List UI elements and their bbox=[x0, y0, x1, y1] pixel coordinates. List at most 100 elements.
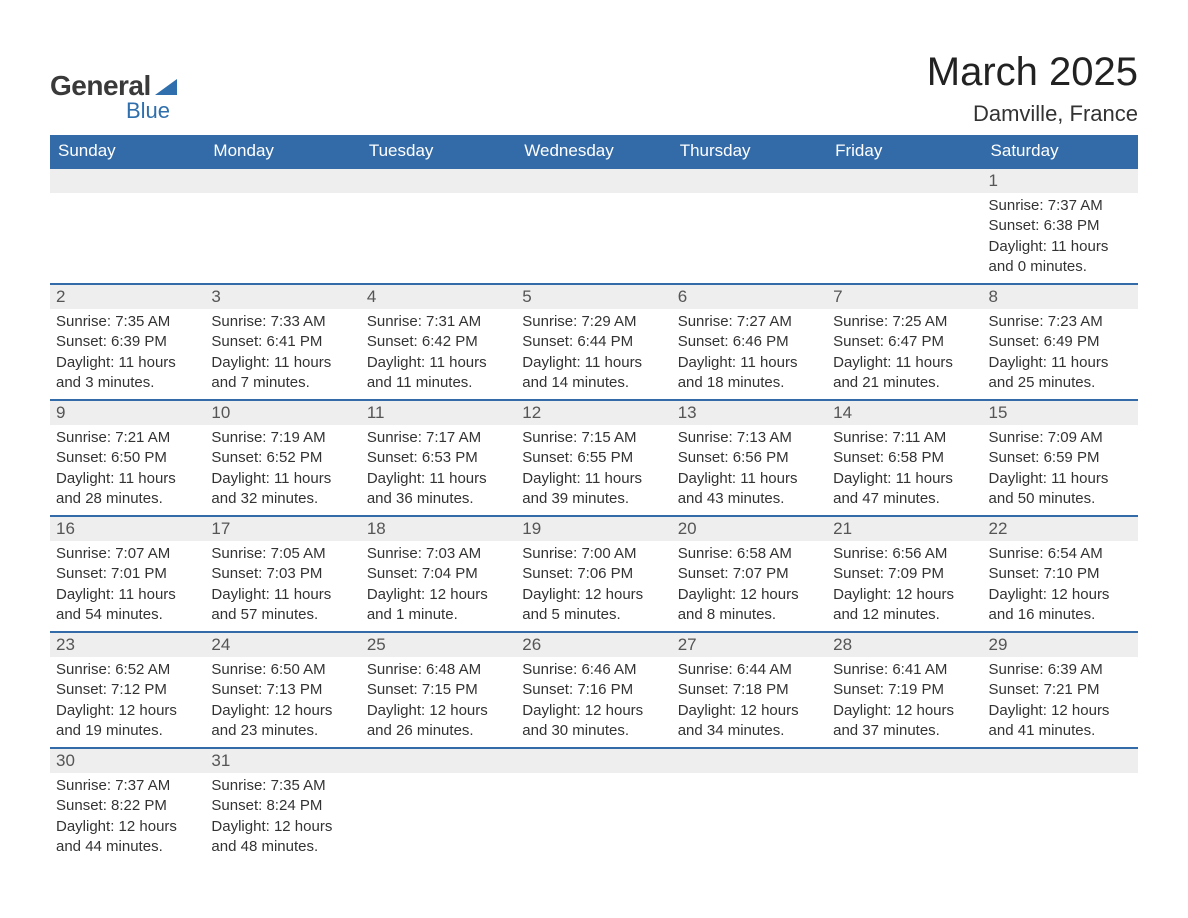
sunrise-label: Sunrise: bbox=[989, 661, 1044, 678]
day-cell-number: 11 bbox=[361, 400, 516, 425]
sunset-line: Sunset: 6:47 PM bbox=[833, 332, 976, 352]
sunrise-line: Sunrise: 6:44 AM bbox=[678, 660, 821, 680]
day-number: 6 bbox=[672, 285, 827, 309]
sunrise-value: 7:37 AM bbox=[1048, 197, 1103, 214]
daylight-line: Daylight: 11 hours and 11 minutes. bbox=[367, 353, 510, 394]
sunset-label: Sunset: bbox=[678, 681, 729, 698]
sunrise-line: Sunrise: 7:37 AM bbox=[989, 196, 1132, 216]
day-data: Sunrise: 6:54 AMSunset: 7:10 PMDaylight:… bbox=[983, 541, 1138, 631]
day-number: 25 bbox=[361, 633, 516, 657]
day-cell-number bbox=[50, 168, 205, 193]
sunrise-value: 6:56 AM bbox=[892, 545, 947, 562]
sunrise-line: Sunrise: 7:19 AM bbox=[211, 428, 354, 448]
sunset-line: Sunset: 7:06 PM bbox=[522, 564, 665, 584]
sunset-label: Sunset: bbox=[56, 797, 107, 814]
sunrise-value: 7:17 AM bbox=[426, 429, 481, 446]
day-cell-number: 22 bbox=[983, 516, 1138, 541]
day-cell-data: Sunrise: 7:21 AMSunset: 6:50 PMDaylight:… bbox=[50, 425, 205, 516]
sunrise-label: Sunrise: bbox=[56, 313, 111, 330]
sunset-line: Sunset: 6:58 PM bbox=[833, 448, 976, 468]
sunrise-value: 7:37 AM bbox=[115, 777, 170, 794]
sunset-line: Sunset: 7:12 PM bbox=[56, 680, 199, 700]
day-number: 3 bbox=[205, 285, 360, 309]
daylight-label: Daylight: bbox=[522, 702, 580, 719]
sunset-value: 7:21 PM bbox=[1044, 681, 1100, 698]
day-cell-number bbox=[827, 748, 982, 773]
week-data-row: Sunrise: 7:37 AMSunset: 8:22 PMDaylight:… bbox=[50, 773, 1138, 863]
day-data: Sunrise: 7:31 AMSunset: 6:42 PMDaylight:… bbox=[361, 309, 516, 399]
sunrise-line: Sunrise: 7:11 AM bbox=[833, 428, 976, 448]
sunset-label: Sunset: bbox=[211, 797, 262, 814]
day-cell-data: Sunrise: 7:09 AMSunset: 6:59 PMDaylight:… bbox=[983, 425, 1138, 516]
day-data: Sunrise: 7:33 AMSunset: 6:41 PMDaylight:… bbox=[205, 309, 360, 399]
sunrise-value: 7:35 AM bbox=[271, 777, 326, 794]
day-data: Sunrise: 7:05 AMSunset: 7:03 PMDaylight:… bbox=[205, 541, 360, 631]
sunset-line: Sunset: 6:55 PM bbox=[522, 448, 665, 468]
sunset-label: Sunset: bbox=[678, 333, 729, 350]
sunset-line: Sunset: 6:52 PM bbox=[211, 448, 354, 468]
day-number: 16 bbox=[50, 517, 205, 541]
sunset-value: 7:04 PM bbox=[422, 565, 478, 582]
daylight-line: Daylight: 12 hours and 5 minutes. bbox=[522, 585, 665, 626]
day-data bbox=[672, 773, 827, 793]
sunset-value: 7:01 PM bbox=[111, 565, 167, 582]
sunrise-label: Sunrise: bbox=[211, 661, 266, 678]
day-header: Monday bbox=[205, 135, 360, 168]
sunrise-line: Sunrise: 7:05 AM bbox=[211, 544, 354, 564]
day-cell-data: Sunrise: 6:48 AMSunset: 7:15 PMDaylight:… bbox=[361, 657, 516, 748]
day-header: Saturday bbox=[983, 135, 1138, 168]
sunset-label: Sunset: bbox=[367, 681, 418, 698]
day-number: 26 bbox=[516, 633, 671, 657]
day-cell-data: Sunrise: 6:56 AMSunset: 7:09 PMDaylight:… bbox=[827, 541, 982, 632]
daylight-line: Daylight: 11 hours and 0 minutes. bbox=[989, 237, 1132, 278]
daylight-label: Daylight: bbox=[678, 586, 736, 603]
day-number: 5 bbox=[516, 285, 671, 309]
sunset-label: Sunset: bbox=[989, 565, 1040, 582]
day-data: Sunrise: 7:37 AMSunset: 6:38 PMDaylight:… bbox=[983, 193, 1138, 283]
sunset-line: Sunset: 6:59 PM bbox=[989, 448, 1132, 468]
logo: General Blue bbox=[50, 70, 177, 124]
sunset-line: Sunset: 7:04 PM bbox=[367, 564, 510, 584]
day-data: Sunrise: 7:13 AMSunset: 6:56 PMDaylight:… bbox=[672, 425, 827, 515]
sunset-line: Sunset: 6:42 PM bbox=[367, 332, 510, 352]
sunrise-value: 7:07 AM bbox=[115, 545, 170, 562]
sunset-label: Sunset: bbox=[989, 333, 1040, 350]
day-data: Sunrise: 7:03 AMSunset: 7:04 PMDaylight:… bbox=[361, 541, 516, 631]
day-number: 4 bbox=[361, 285, 516, 309]
day-number bbox=[361, 169, 516, 191]
day-header: Sunday bbox=[50, 135, 205, 168]
sunrise-line: Sunrise: 7:00 AM bbox=[522, 544, 665, 564]
sunrise-value: 7:15 AM bbox=[581, 429, 636, 446]
day-cell-data: Sunrise: 7:17 AMSunset: 6:53 PMDaylight:… bbox=[361, 425, 516, 516]
sunrise-value: 7:25 AM bbox=[892, 313, 947, 330]
day-cell-data bbox=[361, 193, 516, 284]
sunrise-value: 6:54 AM bbox=[1048, 545, 1103, 562]
day-number: 15 bbox=[983, 401, 1138, 425]
sunset-line: Sunset: 7:09 PM bbox=[833, 564, 976, 584]
sunset-line: Sunset: 7:13 PM bbox=[211, 680, 354, 700]
week-daynum-row: 3031 bbox=[50, 748, 1138, 773]
day-data: Sunrise: 6:41 AMSunset: 7:19 PMDaylight:… bbox=[827, 657, 982, 747]
day-cell-data: Sunrise: 7:07 AMSunset: 7:01 PMDaylight:… bbox=[50, 541, 205, 632]
sunrise-line: Sunrise: 7:25 AM bbox=[833, 312, 976, 332]
day-cell-number: 19 bbox=[516, 516, 671, 541]
day-number: 31 bbox=[205, 749, 360, 773]
sunset-line: Sunset: 7:18 PM bbox=[678, 680, 821, 700]
day-cell-number: 9 bbox=[50, 400, 205, 425]
sunset-line: Sunset: 7:15 PM bbox=[367, 680, 510, 700]
sunset-label: Sunset: bbox=[678, 449, 729, 466]
day-cell-number bbox=[672, 168, 827, 193]
day-cell-number: 27 bbox=[672, 632, 827, 657]
week-data-row: Sunrise: 7:37 AMSunset: 6:38 PMDaylight:… bbox=[50, 193, 1138, 284]
sunset-label: Sunset: bbox=[989, 681, 1040, 698]
day-cell-number: 30 bbox=[50, 748, 205, 773]
day-cell-data: Sunrise: 6:44 AMSunset: 7:18 PMDaylight:… bbox=[672, 657, 827, 748]
sunrise-line: Sunrise: 6:56 AM bbox=[833, 544, 976, 564]
daylight-line: Daylight: 12 hours and 26 minutes. bbox=[367, 701, 510, 742]
day-data: Sunrise: 7:37 AMSunset: 8:22 PMDaylight:… bbox=[50, 773, 205, 863]
sunrise-value: 7:29 AM bbox=[581, 313, 636, 330]
sunrise-line: Sunrise: 7:17 AM bbox=[367, 428, 510, 448]
sunrise-line: Sunrise: 6:50 AM bbox=[211, 660, 354, 680]
sunrise-label: Sunrise: bbox=[678, 661, 733, 678]
day-data: Sunrise: 7:23 AMSunset: 6:49 PMDaylight:… bbox=[983, 309, 1138, 399]
